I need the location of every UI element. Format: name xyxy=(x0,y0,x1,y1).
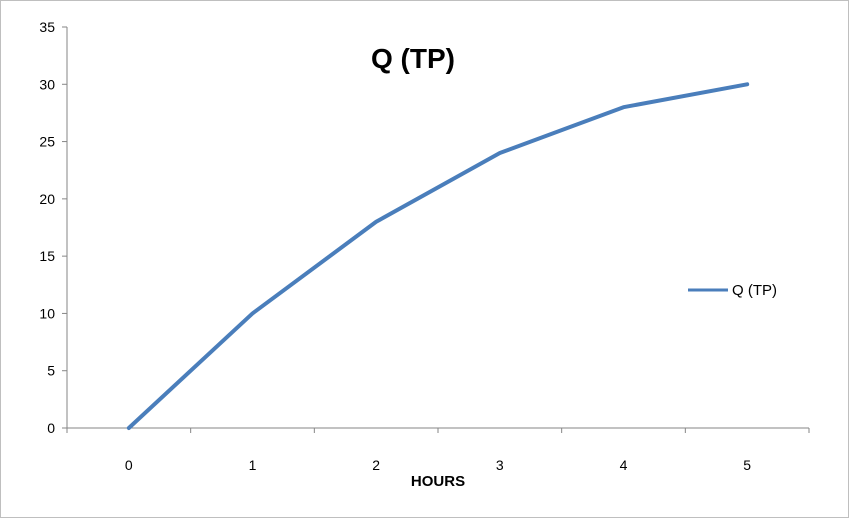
x-tick-label: 3 xyxy=(496,457,504,473)
y-tick-label: 35 xyxy=(39,19,55,35)
y-axis-ticks: 0 5 10 15 20 25 30 35 xyxy=(39,19,67,436)
y-tick-label: 15 xyxy=(39,248,55,264)
series-line xyxy=(126,82,750,430)
x-axis-label: HOURS xyxy=(411,473,465,490)
y-tick-label: 20 xyxy=(39,191,55,207)
axes xyxy=(66,27,809,429)
x-axis-ticks: 0 1 2 3 4 5 xyxy=(66,428,810,473)
x-tick-label: 4 xyxy=(620,457,628,473)
y-tick-label: 25 xyxy=(39,134,55,150)
legend-label: Q (TP) xyxy=(732,282,777,299)
y-tick-label: 30 xyxy=(39,76,55,92)
x-tick-label: 5 xyxy=(743,457,751,473)
legend: Q (TP) xyxy=(688,282,777,299)
y-tick-label: 10 xyxy=(39,305,55,321)
chart-title: Q (TP) xyxy=(371,43,455,74)
x-tick-label: 2 xyxy=(372,457,380,473)
y-tick-label: 0 xyxy=(47,420,55,436)
x-tick-label: 1 xyxy=(249,457,257,473)
x-tick-label: 0 xyxy=(125,457,133,473)
y-tick-label: 5 xyxy=(47,363,55,379)
series-group xyxy=(126,82,750,430)
